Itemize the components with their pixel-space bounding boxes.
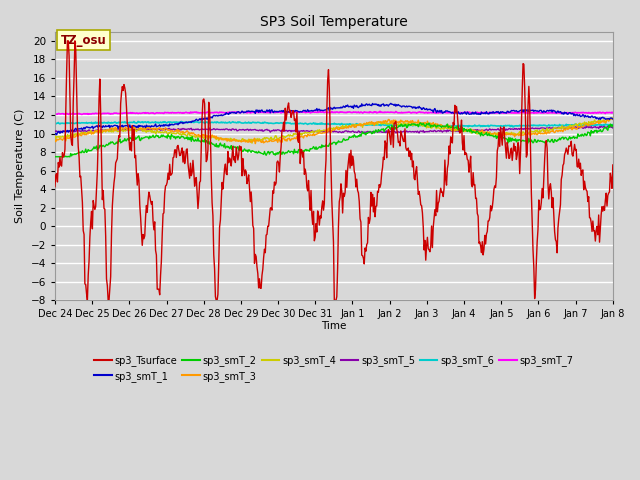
X-axis label: Time: Time [321,321,347,331]
Legend: sp3_Tsurface, sp3_smT_1, sp3_smT_2, sp3_smT_3, sp3_smT_4, sp3_smT_5, sp3_smT_6, : sp3_Tsurface, sp3_smT_1, sp3_smT_2, sp3_… [90,351,577,385]
Title: SP3 Soil Temperature: SP3 Soil Temperature [260,15,408,29]
Y-axis label: Soil Temperature (C): Soil Temperature (C) [15,109,25,223]
Text: TZ_osu: TZ_osu [61,34,106,47]
